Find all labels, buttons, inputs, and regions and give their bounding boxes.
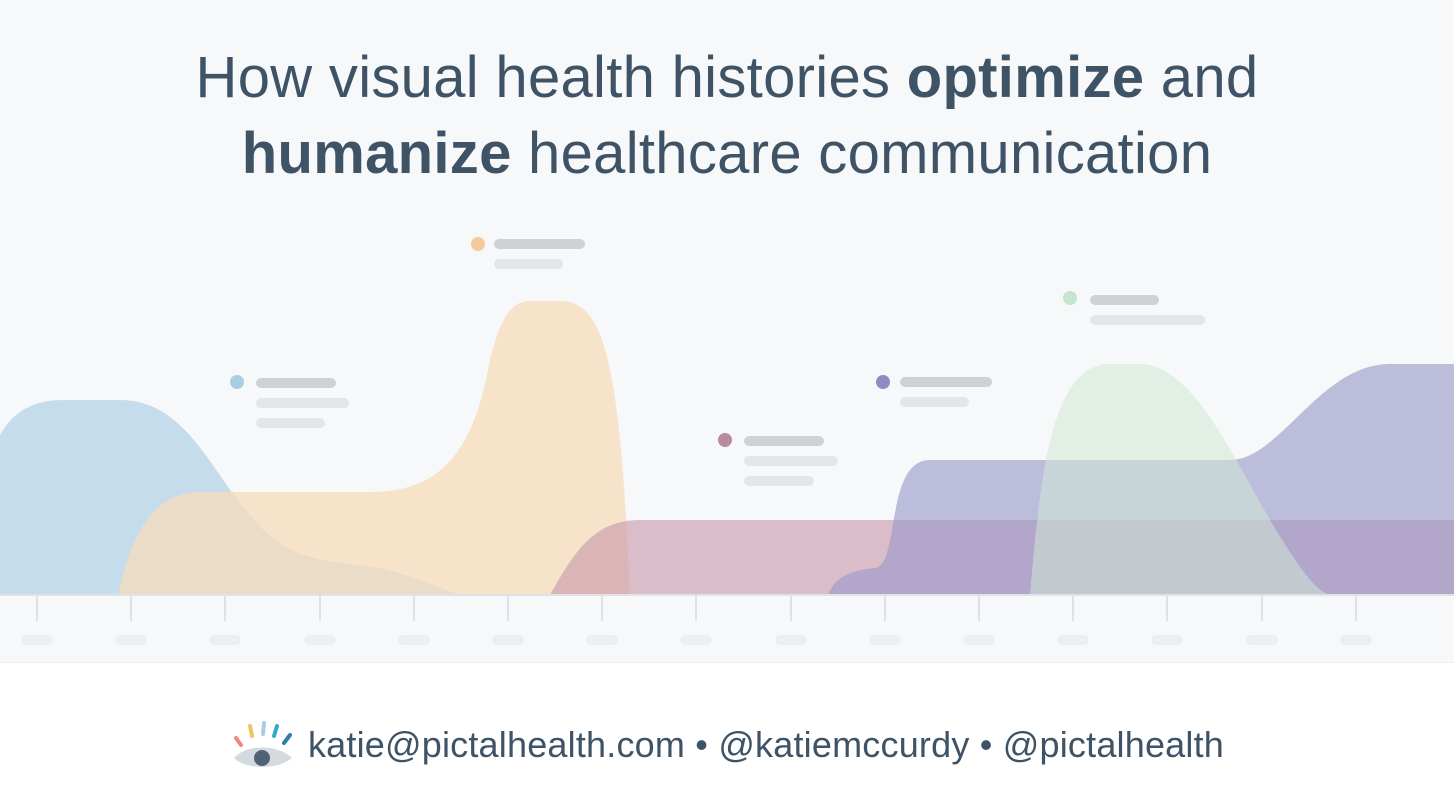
placeholder-line (900, 377, 992, 387)
annotation-peach (471, 237, 585, 269)
placeholder-line (494, 259, 563, 269)
annotation-blue (230, 375, 349, 428)
contact-footer: katie@pictalhealth.com • @katiemccurdy •… (0, 712, 1454, 778)
email-link[interactable]: katie@pictalhealth.com (307, 724, 686, 765)
wave-peach (118, 301, 630, 595)
annotation-green (1063, 291, 1205, 325)
tick-label-placeholder (869, 635, 901, 645)
tick-label-placeholder (963, 635, 995, 645)
contact-line: katie@pictalhealth.com • @katiemccurdy •… (308, 724, 1224, 766)
health-history-illustration (0, 237, 1454, 645)
annotation-purple (876, 375, 992, 407)
placeholder-line (744, 436, 824, 446)
tick-label-placeholder (775, 635, 807, 645)
marker-dot (230, 375, 244, 389)
twitter-handle-personal[interactable]: @katiemccurdy (718, 724, 970, 765)
placeholder-line (900, 397, 969, 407)
separator: • (969, 724, 1003, 765)
timeline-ticks (21, 595, 1372, 645)
tick-label-placeholder (1057, 635, 1089, 645)
tick-label-placeholder (21, 635, 53, 645)
marker-dot (471, 237, 485, 251)
annotation-mauve (718, 433, 838, 486)
title-line-1: How visual health histories optimize and (0, 40, 1454, 116)
marker-dot (876, 375, 890, 389)
placeholder-line (256, 418, 325, 428)
tick-label-placeholder (398, 635, 430, 645)
wave-green (1030, 364, 1330, 595)
separator: • (685, 724, 719, 765)
placeholder-line (1090, 315, 1205, 325)
tick-label-placeholder (1340, 635, 1372, 645)
placeholder-line (744, 476, 814, 486)
title-text: healthcare communication (511, 121, 1213, 186)
title-text: How visual health histories (195, 45, 907, 110)
title-line-2: humanize healthcare communication (0, 116, 1454, 192)
tick-label-placeholder (586, 635, 618, 645)
pictal-eye-logo-icon (233, 721, 292, 767)
marker-dot (718, 433, 732, 447)
tick-label-placeholder (1246, 635, 1278, 645)
title-emphasis-optimize: optimize (906, 45, 1145, 110)
placeholder-line (494, 239, 585, 249)
placeholder-line (256, 378, 336, 388)
tick-label-placeholder (115, 635, 147, 645)
tick-label-placeholder (304, 635, 336, 645)
tick-label-placeholder (492, 635, 524, 645)
tick-label-placeholder (680, 635, 712, 645)
placeholder-line (1090, 295, 1159, 305)
tick-label-placeholder (209, 635, 241, 645)
page-title: How visual health histories optimize and… (0, 40, 1454, 192)
hero-banner: How visual health histories optimize and… (0, 40, 1454, 663)
title-text: and (1144, 45, 1259, 110)
tick-label-placeholder (1151, 635, 1183, 645)
placeholder-line (256, 398, 349, 408)
placeholder-line (744, 456, 838, 466)
twitter-handle-company[interactable]: @pictalhealth (1002, 724, 1225, 765)
marker-dot (1063, 291, 1077, 305)
title-emphasis-humanize: humanize (241, 121, 512, 186)
